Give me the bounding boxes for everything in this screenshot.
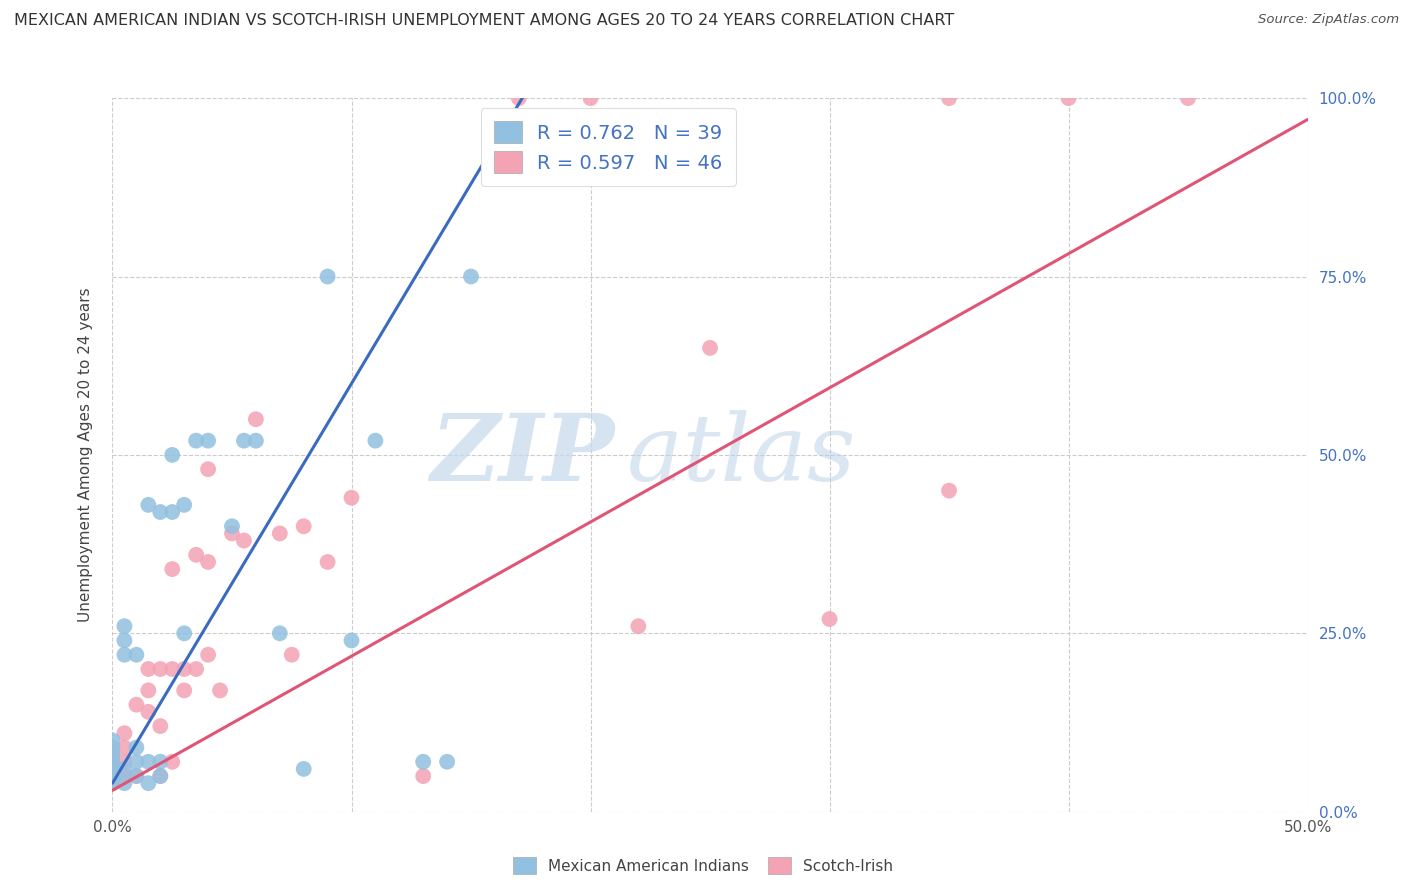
Point (579, 91, 602, 105)
Point (232, 533, 256, 548)
Point (101, 762, 124, 776)
Legend: Mexican American Indians, Scotch-Irish: Mexican American Indians, Scotch-Irish (508, 851, 898, 880)
Point (101, 755, 124, 769)
Point (316, 555, 339, 569)
Point (101, 755, 124, 769)
Point (149, 769, 172, 783)
Point (101, 769, 124, 783)
Point (173, 498, 195, 512)
Point (101, 747, 124, 762)
Point (938, 483, 960, 498)
Point (1177, 91, 1199, 105)
Point (162, 562, 183, 576)
Point (292, 519, 315, 533)
Point (114, 762, 135, 776)
Point (281, 648, 304, 662)
Point (221, 526, 243, 541)
Point (138, 705, 160, 719)
Point (162, 448, 183, 462)
Point (186, 548, 208, 562)
Point (1057, 91, 1080, 105)
Point (221, 519, 243, 533)
Point (149, 755, 172, 769)
Text: MEXICAN AMERICAN INDIAN VS SCOTCH-IRISH UNEMPLOYMENT AMONG AGES 20 TO 24 YEARS C: MEXICAN AMERICAN INDIAN VS SCOTCH-IRISH … (14, 13, 955, 29)
Point (125, 740, 148, 755)
Point (114, 769, 135, 783)
Point (364, 434, 387, 448)
Point (340, 491, 363, 505)
Point (114, 619, 135, 633)
Point (138, 662, 160, 676)
Y-axis label: Unemployment Among Ages 20 to 24 years: Unemployment Among Ages 20 to 24 years (79, 287, 93, 623)
Text: ZIP: ZIP (430, 410, 614, 500)
Point (162, 662, 183, 676)
Point (125, 769, 148, 783)
Point (114, 633, 135, 648)
Point (436, 755, 458, 769)
Point (232, 434, 256, 448)
Point (938, 91, 960, 105)
Point (316, 269, 339, 284)
Legend: R = 0.762   N = 39, R = 0.597   N = 46: R = 0.762 N = 39, R = 0.597 N = 46 (481, 108, 735, 186)
Point (245, 434, 267, 448)
Point (138, 498, 160, 512)
Point (138, 776, 160, 790)
Point (149, 505, 172, 519)
Point (197, 555, 219, 569)
Point (114, 726, 135, 740)
Point (101, 776, 124, 790)
Point (186, 434, 208, 448)
Point (114, 755, 135, 769)
Point (412, 755, 434, 769)
Point (699, 341, 721, 355)
Point (208, 683, 231, 698)
Point (269, 526, 291, 541)
Point (125, 769, 148, 783)
Text: Source: ZipAtlas.com: Source: ZipAtlas.com (1258, 13, 1399, 27)
Point (292, 762, 315, 776)
Point (162, 755, 183, 769)
Point (245, 412, 267, 426)
Point (101, 762, 124, 776)
Text: atlas: atlas (626, 410, 856, 500)
Point (101, 776, 124, 790)
Point (508, 91, 530, 105)
Point (340, 633, 363, 648)
Point (101, 769, 124, 783)
Point (197, 462, 219, 476)
Point (101, 740, 124, 755)
Point (197, 434, 219, 448)
Point (101, 733, 124, 747)
Point (125, 698, 148, 712)
Point (412, 769, 434, 783)
Point (162, 505, 183, 519)
Point (460, 269, 482, 284)
Point (149, 769, 172, 783)
Point (138, 683, 160, 698)
Point (114, 648, 135, 662)
Point (114, 776, 135, 790)
Point (125, 755, 148, 769)
Point (269, 626, 291, 640)
Point (114, 740, 135, 755)
Point (101, 747, 124, 762)
Point (197, 648, 219, 662)
Point (138, 755, 160, 769)
Point (173, 683, 195, 698)
Point (149, 662, 172, 676)
Point (627, 619, 650, 633)
Point (186, 662, 208, 676)
Point (125, 648, 148, 662)
Point (173, 626, 195, 640)
Point (149, 719, 172, 733)
Point (173, 662, 195, 676)
Point (818, 612, 841, 626)
